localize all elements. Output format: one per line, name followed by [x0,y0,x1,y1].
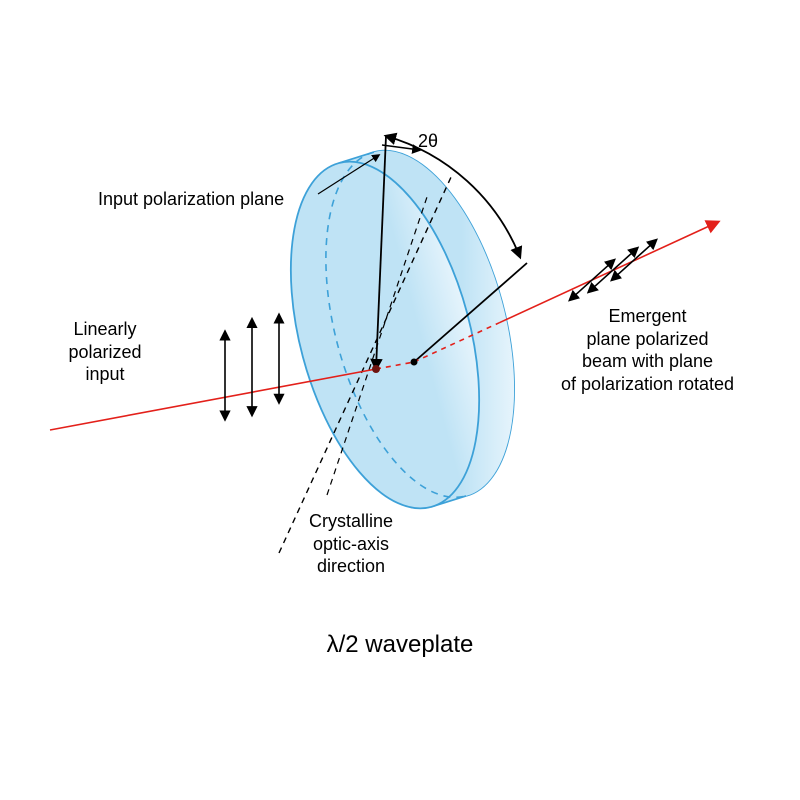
output-pol-arrow-0 [570,260,615,300]
diagram-svg [0,0,800,800]
label-linearly-polarized-input: Linearly polarized input [50,318,160,386]
label-two-theta: 2θ [418,130,458,153]
label-input-plane: Input polarization plane [98,188,328,211]
center-dot-back [411,359,418,366]
diagram-stage: Input polarization plane Linearly polari… [0,0,800,800]
output-pol-arrow-2 [612,240,657,280]
center-dot-front [372,365,380,373]
label-crystalline-optic-axis: Crystalline optic-axis direction [281,510,421,578]
title-waveplate: λ/2 waveplate [0,630,800,660]
label-emergent-beam: Emergent plane polarized beam with plane… [540,305,755,395]
output-pol-arrow-1 [588,248,637,292]
